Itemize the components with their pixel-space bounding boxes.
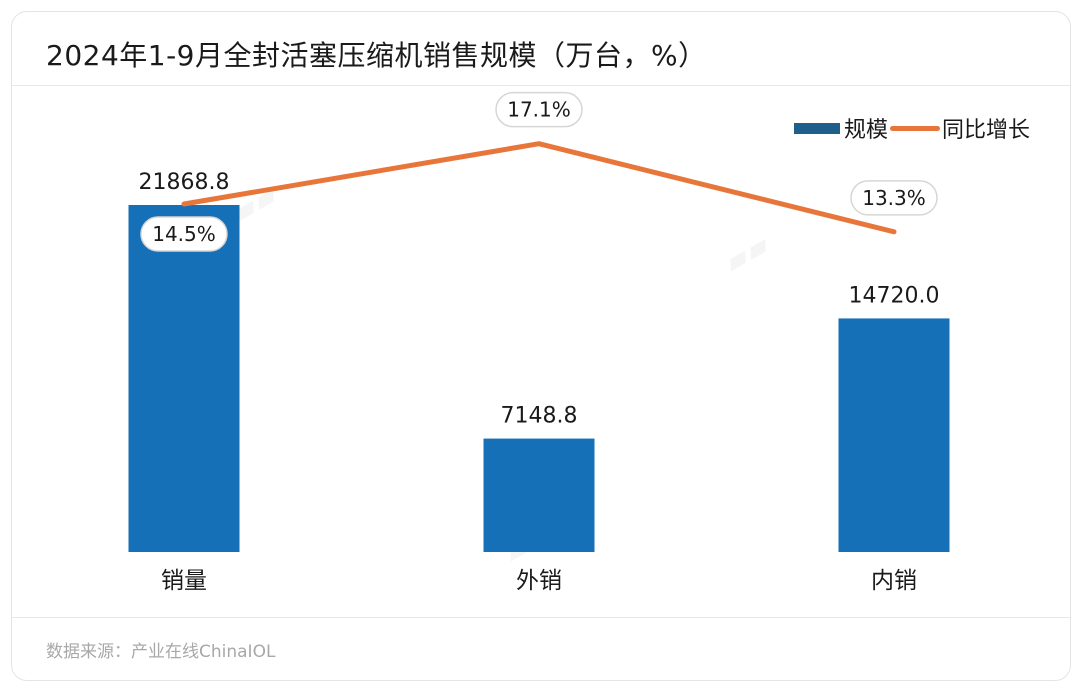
line-value-label: 14.5% bbox=[140, 216, 228, 252]
chart-title: 2024年1-9月全封活塞压缩机销售规模（万台，%） bbox=[46, 39, 707, 72]
line-label-text: 17.1% bbox=[507, 98, 571, 122]
bar-value-label: 21868.8 bbox=[139, 170, 230, 195]
line-value-labels: 14.5% 17.1% 13.3% bbox=[140, 91, 938, 252]
legend: 规模 同比增长 bbox=[794, 112, 1030, 144]
bar bbox=[483, 438, 595, 552]
category-label: 销量 bbox=[161, 568, 207, 594]
footer-divider bbox=[12, 617, 1070, 618]
chart-card: 2024年1-9月全封活塞压缩机销售规模（万台，%） ▰▰▰▰▰▰ 21868.… bbox=[11, 11, 1071, 681]
legend-bar-swatch bbox=[794, 122, 840, 134]
title-divider bbox=[12, 85, 1070, 86]
bar bbox=[838, 318, 950, 552]
source-note: 数据来源：产业在线ChinaIOL bbox=[46, 642, 276, 662]
line-label-text: 14.5% bbox=[152, 222, 216, 246]
bar-value-labels: 21868.8 7148.8 14720.0 bbox=[139, 170, 940, 429]
line-label-text: 13.3% bbox=[862, 186, 926, 210]
legend-line-label: 同比增长 bbox=[942, 118, 1031, 143]
bar-series bbox=[128, 205, 950, 552]
category-label: 内销 bbox=[871, 568, 917, 594]
bar-value-label: 14720.0 bbox=[849, 283, 940, 308]
line-label-box bbox=[495, 91, 583, 128]
line-path bbox=[181, 141, 897, 235]
watermark-mark: ▰▰ bbox=[719, 227, 776, 280]
legend-line-swatch bbox=[890, 125, 941, 131]
legend-bar-label: 规模 bbox=[844, 118, 889, 143]
line-label-box bbox=[140, 216, 228, 252]
bar-value-label: 7148.8 bbox=[501, 404, 578, 429]
line-value-label: 17.1% bbox=[495, 91, 583, 128]
line-series bbox=[181, 141, 897, 235]
bar bbox=[128, 205, 240, 552]
category-axis-labels: 销量 外销 内销 bbox=[161, 568, 917, 594]
line-value-label: 13.3% bbox=[850, 180, 938, 216]
category-label: 外销 bbox=[516, 568, 562, 594]
line-label-box bbox=[850, 180, 938, 216]
